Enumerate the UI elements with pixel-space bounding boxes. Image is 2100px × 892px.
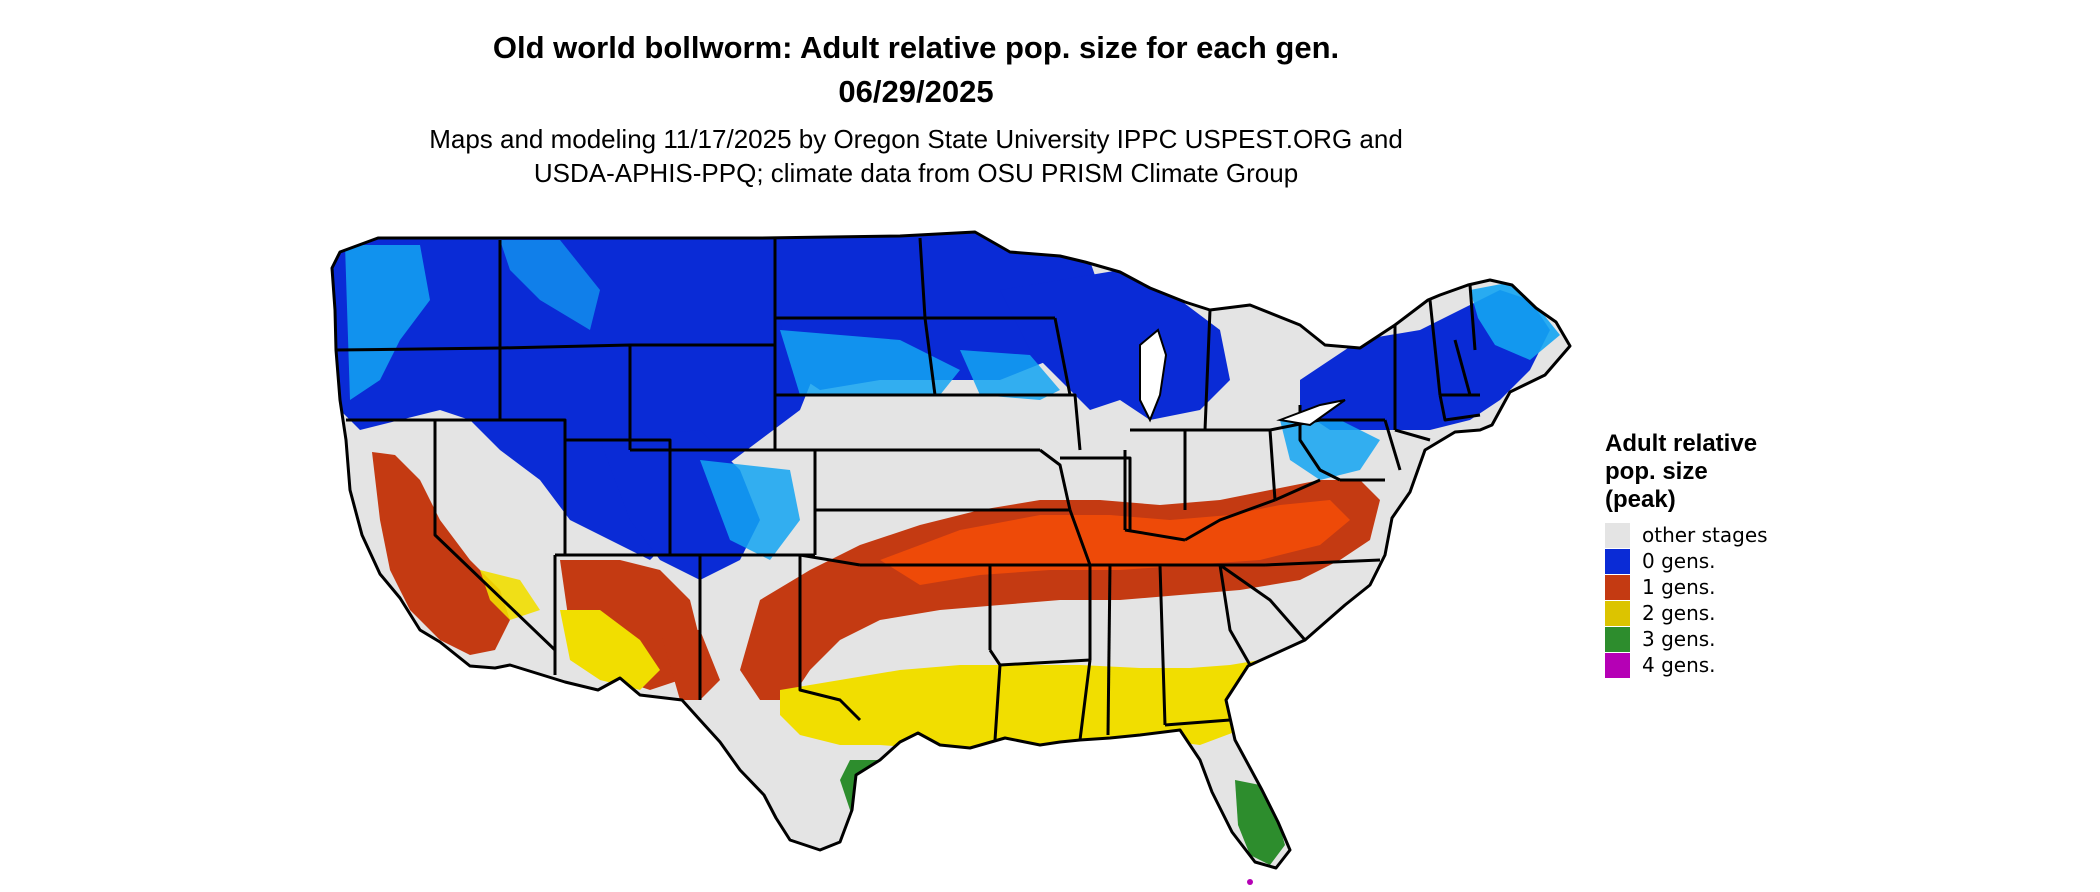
legend-title-line1: Adult relative [1605, 430, 1758, 457]
map-credits-line2: USDA-APHIS-PPQ; climate data from OSU PR… [533, 158, 1299, 188]
map-credits-line1: Maps and modeling 11/17/2025 by Oregon S… [429, 124, 1403, 154]
three-gen-south-texas-region [840, 760, 910, 850]
legend-label: 0 gens. [1642, 549, 1716, 573]
legend-label: other stages [1642, 523, 1768, 547]
map-legend: Adult relative pop. size (peak) other st… [1605, 430, 1845, 678]
zero-gen-rockies-light-region [700, 460, 800, 560]
map-title-line1: Old world bollworm: Adult relative pop. … [492, 30, 1340, 65]
legend-label: 1 gens. [1642, 575, 1716, 599]
legend-title-line3: (peak) [1605, 486, 1676, 513]
legend-swatch [1605, 522, 1630, 548]
national-outline [330, 230, 1572, 870]
zero-gen-west-light-region [345, 245, 430, 400]
legend-swatch [1605, 600, 1630, 626]
zero-gen-great-lakes-region [1000, 270, 1230, 420]
three-gen-south-florida-region [1235, 780, 1285, 865]
four-gen-spot [1247, 879, 1253, 885]
legend-swatch [1605, 548, 1630, 574]
legend-item-3-gens: 3 gens. [1605, 626, 1845, 652]
us-map [330, 230, 1572, 885]
one-gen-california-region [372, 452, 510, 655]
one-gen-new-mexico-region [660, 630, 720, 700]
zero-gen-appalachian-region [1280, 420, 1380, 480]
legend-item-4-gens: 4 gens. [1605, 652, 1845, 678]
lake-michigan [1139, 328, 1168, 423]
zero-gen-great-lakes-light-region [960, 350, 1060, 400]
legend-title: Adult relative pop. size (peak) [1605, 430, 1845, 514]
map-credits: Maps and modeling 11/17/2025 by Oregon S… [0, 122, 1832, 190]
legend-label: 3 gens. [1642, 627, 1716, 651]
legend-item-0-gens: 0 gens. [1605, 548, 1845, 574]
zero-gen-maine-light-region [1470, 282, 1560, 360]
legend-swatch [1605, 652, 1630, 678]
zero-gen-idaho-light-region [500, 240, 600, 330]
map-fill-layer [332, 232, 1570, 868]
zero-gen-plains-light-region [780, 330, 960, 395]
legend-swatch [1605, 574, 1630, 600]
legend-label: 4 gens. [1642, 653, 1716, 677]
state-borders [330, 230, 1572, 870]
legend-label: 2 gens. [1642, 601, 1716, 625]
legend-item-1-gens: 1 gens. [1605, 574, 1845, 600]
legend-swatch [1605, 626, 1630, 652]
lake-erie [1276, 399, 1346, 427]
map-title: Old world bollworm: Adult relative pop. … [0, 26, 1832, 114]
legend-item-2-gens: 2 gens. [1605, 600, 1845, 626]
map-date: 06/29/2025 [838, 74, 994, 109]
legend-item-other-stages: other stages [1605, 522, 1845, 548]
two-gen-gulf-band-region [780, 650, 1285, 755]
two-gen-desert-region [480, 570, 540, 620]
great-lakes [1139, 328, 1346, 427]
legend-title-line2: pop. size [1605, 458, 1708, 485]
two-gen-arizona-region [560, 610, 660, 690]
